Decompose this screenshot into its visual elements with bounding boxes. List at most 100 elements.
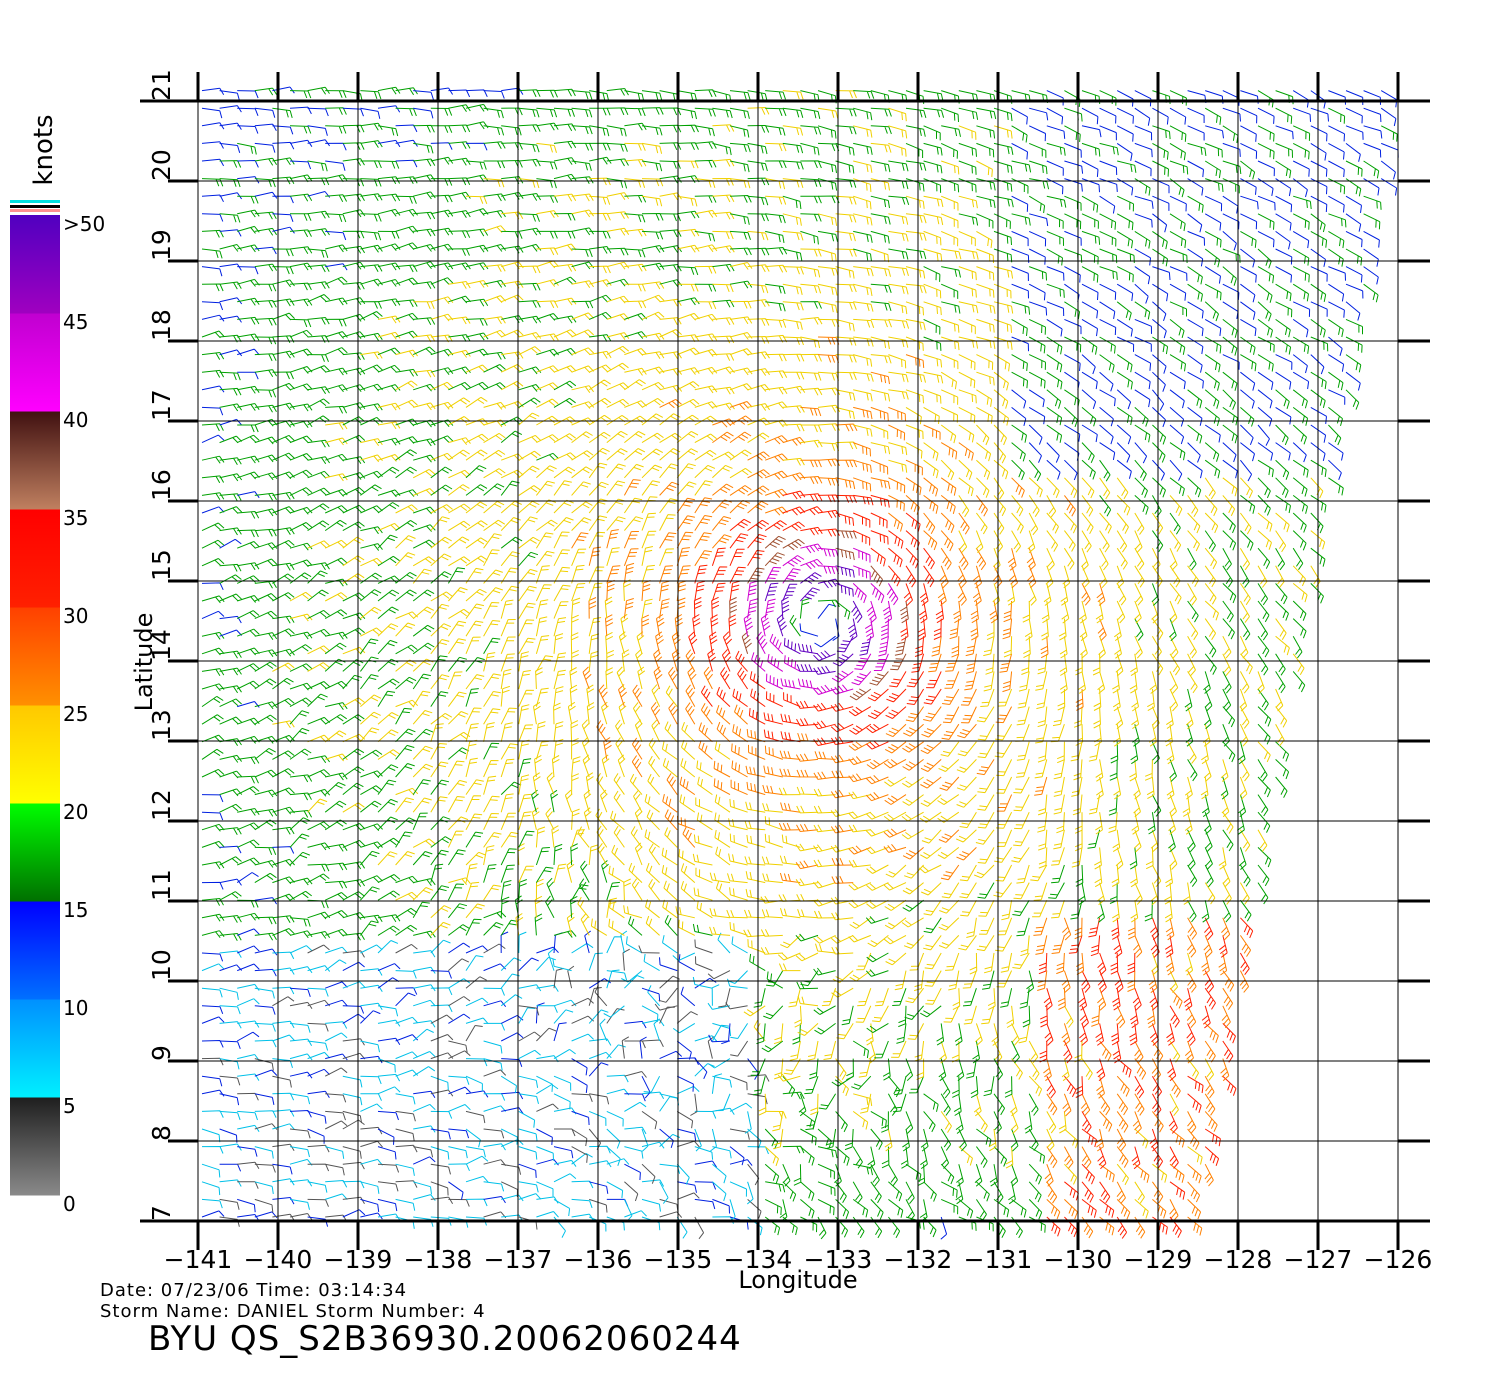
- wind-barb: [430, 655, 448, 672]
- wind-barb: [1169, 178, 1185, 198]
- wind-barb: [886, 583, 899, 606]
- wind-barb: [1240, 230, 1257, 248]
- wind-barb: [1257, 794, 1269, 817]
- wind-barb: [589, 1093, 610, 1105]
- wind-barb: [1204, 1146, 1220, 1166]
- wind-barb: [201, 794, 224, 803]
- wind-barb: [1363, 213, 1381, 230]
- wind-barb: [1011, 318, 1028, 336]
- wind-barb: [272, 213, 294, 222]
- wind-barb: [395, 589, 417, 602]
- wind-barb: [483, 652, 496, 672]
- wind-barb: [342, 879, 366, 887]
- wind-barb: [1110, 741, 1119, 764]
- wind-barb: [500, 619, 516, 637]
- wind-barb: [981, 1005, 995, 1025]
- wind-barb: [659, 532, 677, 549]
- wind-barb: [536, 1158, 559, 1166]
- wind-barb: [606, 969, 620, 989]
- wind-barb: [1073, 759, 1083, 781]
- wind-barb: [1134, 442, 1148, 464]
- wind-barb: [729, 566, 746, 584]
- wind-barb: [1051, 900, 1065, 919]
- wind-barb: [581, 736, 590, 760]
- wind-barb: [888, 530, 904, 549]
- wind-barb: [430, 1014, 453, 1024]
- wind-barb: [830, 684, 854, 695]
- wind-barb: [1133, 794, 1141, 818]
- wind-barb: [500, 500, 522, 514]
- wind-barb: [923, 565, 935, 588]
- wind-barb: [342, 1075, 363, 1088]
- wind-barb: [395, 1016, 419, 1024]
- wind-barb: [483, 1128, 505, 1139]
- wind-barb: [272, 1123, 295, 1130]
- wind-barb: [885, 952, 907, 966]
- wind-barb: [1257, 477, 1271, 499]
- wind-barb: [940, 1163, 955, 1185]
- wind-barb: [395, 787, 419, 796]
- wind-barb: [1328, 442, 1344, 461]
- wind-barb: [553, 329, 577, 338]
- wind-barb: [360, 627, 383, 637]
- wind-barb: [797, 1023, 819, 1036]
- wind-barb: [1239, 512, 1252, 535]
- wind-barb: [325, 213, 347, 223]
- wind-barb: [579, 878, 590, 901]
- wind-barb: [884, 741, 907, 754]
- wind-barb: [618, 684, 628, 707]
- wind-barb: [518, 793, 532, 813]
- wind-barb: [1239, 547, 1251, 571]
- wind-barb: [883, 828, 907, 838]
- wind-barb: [219, 527, 242, 536]
- wind-barb: [254, 1093, 275, 1105]
- wind-barb: [430, 939, 451, 954]
- wind-barb: [1257, 565, 1268, 588]
- wind-barb: [1011, 142, 1028, 160]
- wind-barb: [830, 789, 854, 799]
- wind-barb: [1275, 195, 1293, 213]
- wind-barb: [624, 107, 646, 117]
- wind-barb: [501, 87, 524, 95]
- wind-barb: [1003, 636, 1013, 658]
- wind-barb: [796, 664, 819, 672]
- wind-barb: [289, 298, 313, 307]
- wind-barb: [1151, 1093, 1162, 1116]
- wind-barb: [995, 706, 1013, 724]
- wind-barb: [324, 959, 347, 971]
- wind-barb: [694, 564, 708, 584]
- wind-barb: [1169, 1005, 1180, 1028]
- wind-barb: [571, 1128, 588, 1147]
- wind-barb: [360, 1103, 383, 1112]
- wind-barb: [900, 618, 909, 641]
- wind-barb: [1064, 1075, 1077, 1098]
- wind-barb: [966, 917, 977, 938]
- wind-barb: [624, 1093, 646, 1102]
- wind-barb: [535, 866, 554, 883]
- wind-barb: [577, 896, 590, 919]
- wind-barb: [254, 436, 278, 445]
- wind-barb: [1257, 248, 1272, 269]
- wind-barb: [753, 988, 766, 1008]
- wind-barb: [677, 160, 699, 169]
- wind-barb: [1169, 389, 1185, 409]
- wind-barb: [1130, 741, 1139, 765]
- wind-barb: [324, 539, 348, 549]
- wind-barb: [848, 811, 871, 820]
- wind-barb: [1116, 336, 1135, 352]
- wind-barb: [1099, 371, 1114, 392]
- wind-barb: [1097, 1146, 1107, 1170]
- wind-barb: [727, 873, 748, 884]
- wind-barb: [848, 741, 872, 751]
- wind-barb: [535, 878, 544, 901]
- wind-barb: [430, 142, 453, 150]
- legend-band: [10, 509, 60, 608]
- wind-barb: [1222, 671, 1232, 694]
- wind-barb: [518, 551, 539, 567]
- wind-barb: [535, 635, 550, 654]
- wind-barb: [852, 1146, 863, 1169]
- wind-barb: [1275, 301, 1293, 318]
- wind-barb: [1222, 442, 1237, 463]
- wind-barb: [483, 943, 506, 954]
- wind-barb: [430, 603, 450, 619]
